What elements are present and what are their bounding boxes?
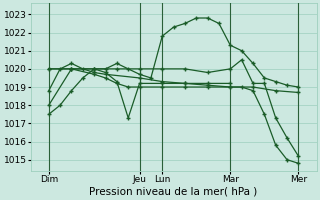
X-axis label: Pression niveau de la mer( hPa ): Pression niveau de la mer( hPa ) — [90, 187, 258, 197]
